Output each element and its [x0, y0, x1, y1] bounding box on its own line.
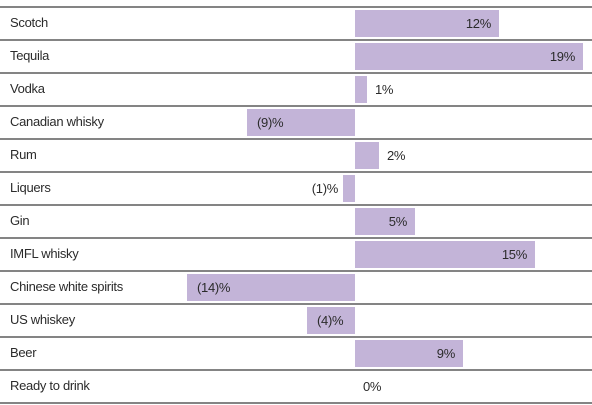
category-label: Ready to drink: [10, 378, 90, 393]
value-label: 15%: [502, 247, 528, 262]
category-label: Gin: [10, 213, 29, 228]
value-label: (4)%: [317, 313, 344, 328]
category-label: Rum: [10, 147, 37, 162]
value-label: 19%: [550, 49, 576, 64]
bar: [355, 340, 463, 367]
category-label: US whiskey: [10, 312, 76, 327]
category-label: Scotch: [10, 15, 48, 30]
category-label: Chinese white spirits: [10, 279, 124, 294]
category-label: Beer: [10, 345, 37, 360]
value-label: 2%: [387, 148, 406, 163]
bar: [343, 175, 355, 202]
bar: [355, 76, 367, 103]
bar: [355, 208, 415, 235]
bar: [187, 274, 355, 301]
value-label: 1%: [375, 82, 394, 97]
category-label: Tequila: [10, 48, 50, 63]
bar: [247, 109, 355, 136]
category-label: Liquers: [10, 180, 51, 195]
bar: [355, 10, 499, 37]
category-label: IMFL whisky: [10, 246, 79, 261]
value-label: (1)%: [312, 181, 339, 196]
category-label: Vodka: [10, 81, 46, 96]
category-label: Canadian whisky: [10, 114, 105, 129]
bar: [307, 307, 355, 334]
value-label: 9%: [437, 346, 456, 361]
bar: [355, 142, 379, 169]
value-label: (9)%: [257, 115, 284, 130]
value-label: 5%: [389, 214, 408, 229]
bar: [355, 43, 583, 70]
value-label: 12%: [466, 16, 492, 31]
value-label: (14)%: [197, 280, 231, 295]
value-label: 0%: [363, 379, 382, 394]
bar: [355, 241, 535, 268]
